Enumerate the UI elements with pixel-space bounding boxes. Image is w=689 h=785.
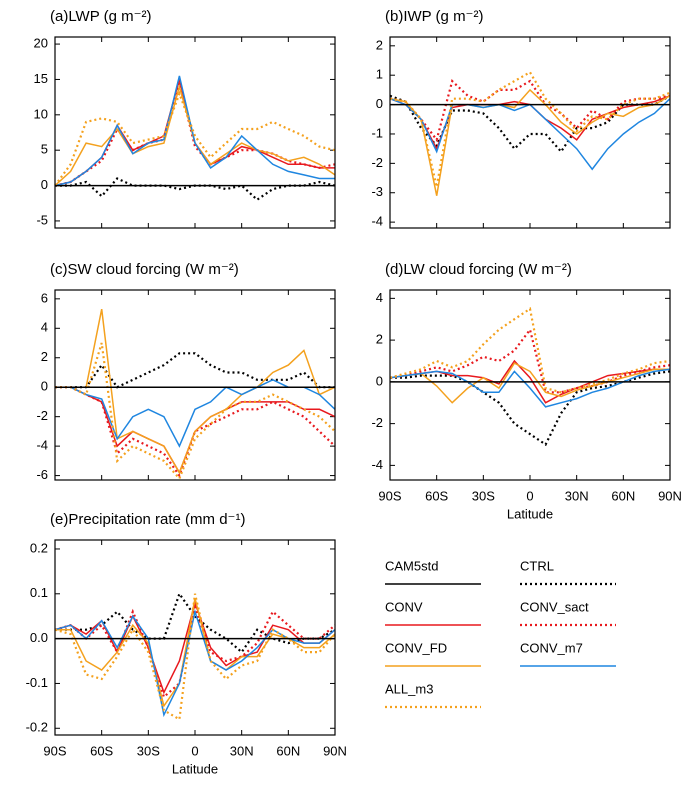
y-tick-label: 0.2	[30, 540, 48, 555]
y-tick-label: -4	[371, 457, 383, 472]
x-tick-label: 90S	[43, 743, 66, 758]
series-line	[54, 593, 336, 722]
plot-frame	[389, 289, 671, 481]
series-line	[54, 603, 336, 699]
x-tick-label: 0	[526, 488, 533, 503]
y-tick-label: 0.1	[30, 585, 48, 600]
y-tick-label: 10	[34, 106, 48, 121]
legend-label: ALL_m3	[385, 681, 433, 696]
series-line	[389, 368, 671, 408]
legend-label: CONV_FD	[385, 640, 447, 655]
series-line	[55, 177, 336, 202]
y-tick-label: 2	[41, 349, 48, 364]
series-line	[389, 94, 671, 154]
y-tick-label: 0.0	[30, 630, 48, 645]
y-tick-label: 15	[34, 71, 48, 86]
y-tick-label: 20	[34, 36, 48, 51]
y-tick-label: 0	[41, 379, 48, 394]
y-tick-label: 1	[376, 67, 383, 82]
x-tick-label: 60S	[90, 743, 113, 758]
plot-frame	[54, 539, 336, 736]
x-tick-label: 60N	[276, 743, 300, 758]
series-line	[54, 83, 336, 187]
y-tick-label: 6	[41, 290, 48, 305]
legend-label: CTRL	[520, 558, 554, 573]
panel-title: (a)LWP (g m⁻²)	[50, 8, 152, 25]
y-tick-label: 4	[41, 320, 48, 335]
legend-label: CONV	[385, 599, 423, 614]
y-tick-label: 2	[376, 332, 383, 347]
series-line	[389, 88, 671, 196]
series-line	[55, 308, 336, 475]
series-line	[389, 97, 671, 171]
x-tick-label: 90N	[658, 488, 682, 503]
series-line	[389, 79, 671, 143]
y-tick-label: 0	[41, 177, 48, 192]
y-tick-label: -4	[371, 214, 383, 229]
panel-title: (b)IWP (g m⁻²)	[385, 8, 483, 25]
series-line	[55, 378, 336, 448]
plot-frame	[54, 289, 336, 481]
y-tick-label: 0	[376, 96, 383, 111]
x-tick-label: 30N	[565, 488, 589, 503]
y-tick-label: -1	[371, 125, 383, 140]
series-line	[54, 608, 336, 718]
series-line	[55, 386, 336, 475]
series-line	[389, 362, 670, 404]
x-axis-label: Latitude	[172, 761, 218, 776]
plot-frame	[54, 36, 336, 229]
x-tick-label: 30S	[472, 488, 495, 503]
y-tick-label: -3	[371, 184, 383, 199]
y-tick-label: -4	[36, 438, 48, 453]
y-tick-label: 2	[376, 37, 383, 52]
series-line	[54, 90, 336, 187]
y-tick-label: -0.2	[26, 720, 48, 735]
series-line	[54, 600, 336, 695]
x-tick-label: 0	[191, 743, 198, 758]
x-tick-label: 60N	[611, 488, 635, 503]
legend-label: CAM5std	[385, 558, 438, 573]
y-tick-label: -2	[371, 415, 383, 430]
y-tick-label: 5	[41, 142, 48, 157]
legend-label: CONV_sact	[520, 599, 589, 614]
y-tick-label: -2	[371, 155, 383, 170]
plot-frame	[389, 36, 671, 229]
series-line	[55, 342, 336, 481]
x-tick-label: 90S	[378, 488, 401, 503]
y-tick-label: 0	[376, 373, 383, 388]
y-tick-label: 4	[376, 290, 383, 305]
x-tick-label: 60S	[425, 488, 448, 503]
y-tick-label: -5	[36, 212, 48, 227]
y-tick-label: -2	[36, 408, 48, 423]
series-line	[54, 75, 335, 187]
x-tick-label: 30N	[230, 743, 254, 758]
panel-title: (e)Precipitation rate (mm d⁻¹)	[50, 511, 245, 528]
panel-title: (d)LW cloud forcing (W m⁻²)	[385, 261, 572, 278]
x-axis-label: Latitude	[507, 506, 553, 521]
series-line	[389, 306, 671, 394]
series-line	[54, 76, 335, 187]
legend-label: CONV_m7	[520, 640, 583, 655]
panel-title: (c)SW cloud forcing (W m⁻²)	[50, 261, 239, 278]
series-line	[55, 386, 336, 478]
x-tick-label: 90N	[323, 743, 347, 758]
x-tick-label: 30S	[137, 743, 160, 758]
y-tick-label: -0.1	[26, 675, 48, 690]
series-line	[390, 370, 671, 447]
y-tick-label: -6	[36, 467, 48, 482]
series-line	[55, 352, 335, 389]
series-line	[55, 591, 336, 654]
